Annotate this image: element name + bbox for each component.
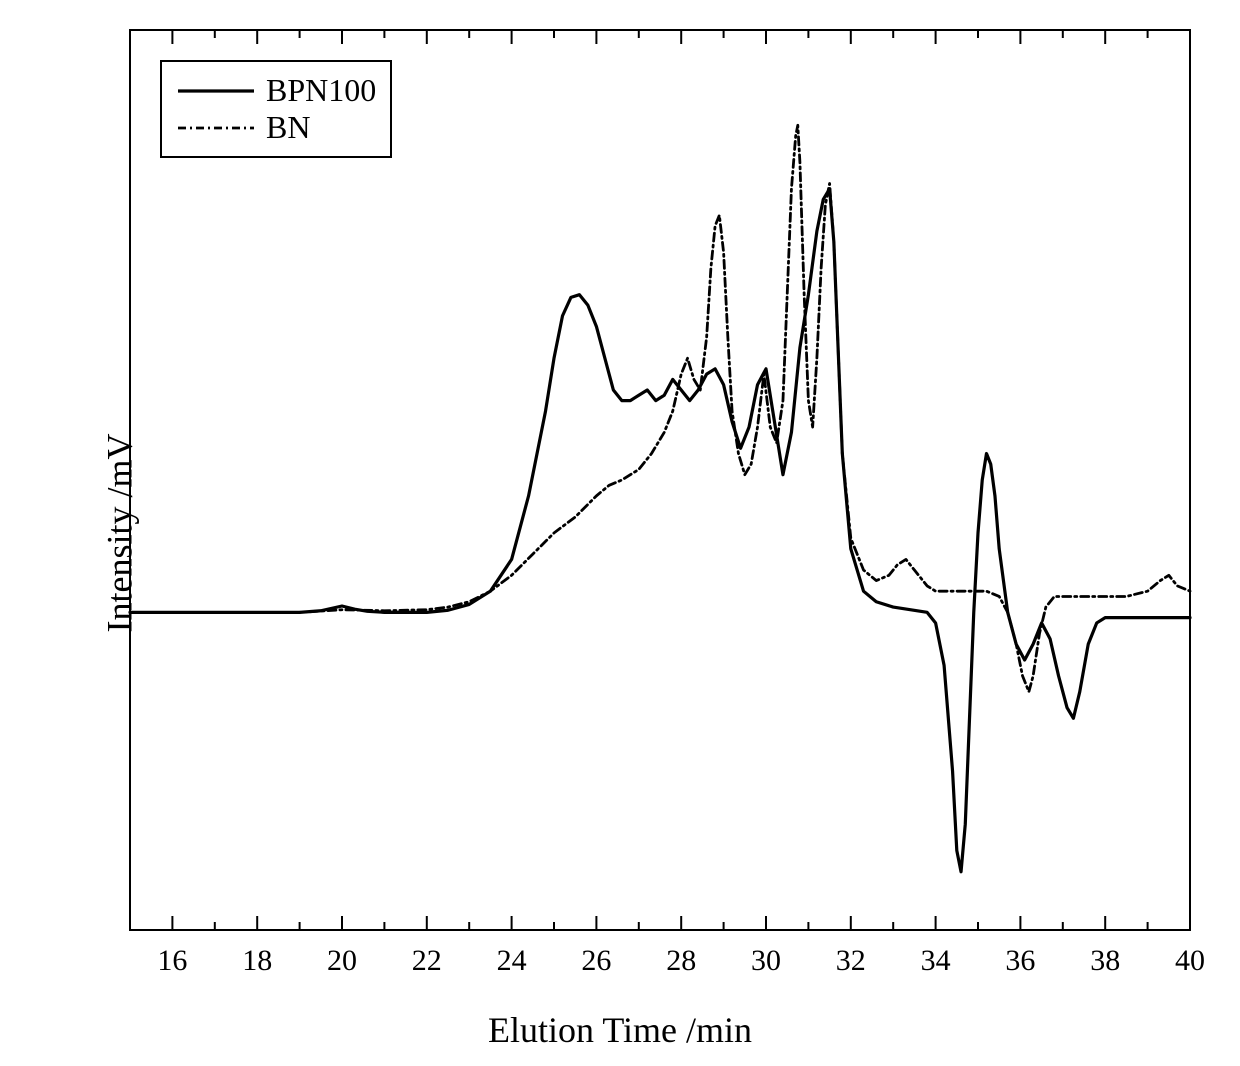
- x-tick-label: 22: [412, 944, 442, 978]
- x-tick-label: 16: [157, 944, 187, 978]
- legend-label: BPN100: [266, 72, 376, 109]
- legend-label: BN: [266, 109, 310, 146]
- x-tick-label: 40: [1175, 944, 1205, 978]
- chromatogram-chart: Intensity /mV Elution Time /min 16182022…: [0, 0, 1240, 1066]
- x-tick-label: 30: [751, 944, 781, 978]
- x-tick-label: 26: [581, 944, 611, 978]
- legend-item-bn: BN: [176, 109, 376, 146]
- legend-swatch: [176, 79, 256, 103]
- x-tick-label: 20: [327, 944, 357, 978]
- x-tick-label: 28: [666, 944, 696, 978]
- x-tick-label: 24: [497, 944, 527, 978]
- x-tick-label: 34: [921, 944, 951, 978]
- legend-item-bpn100: BPN100: [176, 72, 376, 109]
- x-tick-label: 36: [1005, 944, 1035, 978]
- series-bn: [130, 125, 1190, 691]
- legend: BPN100BN: [160, 60, 392, 158]
- x-tick-label: 32: [836, 944, 866, 978]
- x-tick-label: 38: [1090, 944, 1120, 978]
- legend-swatch: [176, 116, 256, 140]
- x-tick-label: 18: [242, 944, 272, 978]
- plot-svg: [0, 0, 1240, 1066]
- series-bpn100: [130, 189, 1190, 872]
